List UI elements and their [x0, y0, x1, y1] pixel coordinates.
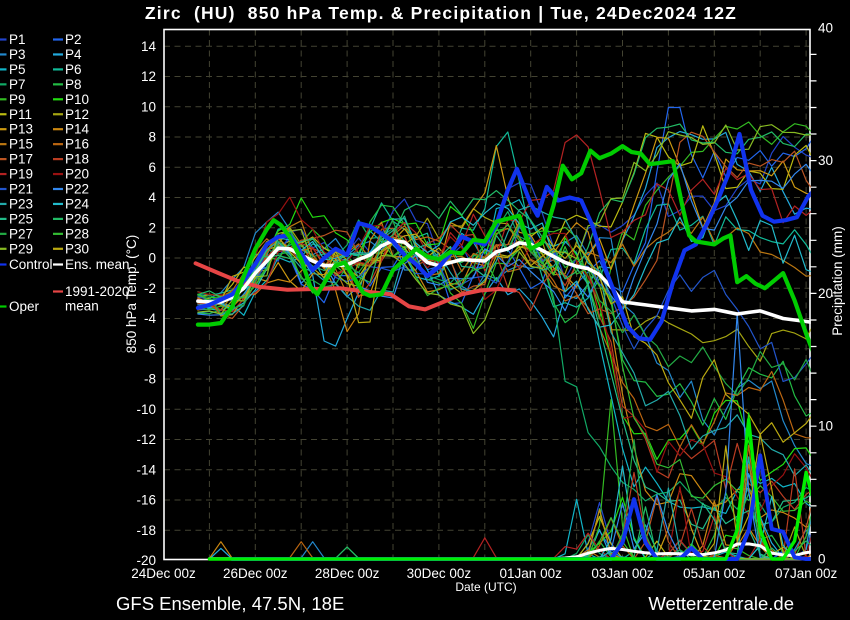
svg-text:P6: P6 [65, 62, 82, 77]
svg-text:30: 30 [818, 153, 833, 168]
svg-text:6: 6 [148, 160, 156, 175]
svg-text:P22: P22 [65, 182, 89, 197]
svg-text:40: 40 [818, 20, 833, 35]
svg-text:P29: P29 [9, 241, 33, 256]
svg-text:P2: P2 [65, 32, 82, 47]
svg-text:P14: P14 [65, 122, 90, 137]
svg-text:P30: P30 [65, 241, 89, 256]
svg-text:-20: -20 [136, 553, 156, 568]
svg-text:Ens. mean: Ens. mean [65, 257, 130, 272]
svg-text:P11: P11 [9, 107, 32, 122]
svg-text:26Dec 00z: 26Dec 00z [223, 566, 288, 581]
svg-text:850 hPa Temp. (°C): 850 hPa Temp. (°C) [124, 235, 139, 353]
svg-text:-10: -10 [136, 402, 156, 417]
svg-text:Oper: Oper [9, 299, 40, 314]
svg-text:20: 20 [818, 286, 833, 301]
svg-text:P27: P27 [9, 226, 33, 241]
svg-text:mean: mean [65, 299, 99, 314]
svg-text:P7: P7 [9, 77, 26, 92]
svg-text:P10: P10 [65, 92, 89, 107]
svg-text:Wetterzentrale.de: Wetterzentrale.de [648, 593, 794, 614]
svg-text:P26: P26 [65, 211, 89, 226]
svg-text:28Dec 00z: 28Dec 00z [315, 566, 380, 581]
svg-text:P24: P24 [65, 196, 90, 211]
svg-text:P17: P17 [9, 152, 33, 167]
svg-text:-6: -6 [144, 341, 156, 356]
svg-text:0: 0 [148, 251, 156, 266]
svg-text:-2: -2 [144, 281, 156, 296]
svg-text:GFS Ensemble, 47.5N, 18E: GFS Ensemble, 47.5N, 18E [116, 593, 344, 614]
svg-text:P5: P5 [9, 62, 26, 77]
svg-text:07Jan 00z: 07Jan 00z [775, 566, 838, 581]
svg-text:P12: P12 [65, 107, 89, 122]
svg-text:P23: P23 [9, 196, 33, 211]
svg-text:30Dec 00z: 30Dec 00z [407, 566, 472, 581]
svg-text:10: 10 [818, 419, 833, 434]
svg-text:P15: P15 [9, 137, 33, 152]
svg-text:P1: P1 [9, 32, 26, 47]
svg-text:P20: P20 [65, 167, 89, 182]
svg-text:03Jan 00z: 03Jan 00z [591, 566, 654, 581]
svg-text:P8: P8 [65, 77, 82, 92]
svg-text:P25: P25 [9, 211, 33, 226]
svg-text:8: 8 [148, 130, 156, 145]
svg-text:01Jan 00z: 01Jan 00z [500, 566, 563, 581]
svg-text:-18: -18 [136, 523, 156, 538]
svg-text:-14: -14 [136, 462, 156, 477]
svg-text:P28: P28 [65, 226, 89, 241]
svg-text:P3: P3 [9, 47, 26, 62]
svg-text:Date (UTC): Date (UTC) [455, 580, 516, 594]
svg-text:0: 0 [818, 552, 826, 567]
svg-text:-4: -4 [144, 311, 156, 326]
svg-text:P19: P19 [9, 167, 33, 182]
svg-text:Zirc (HU) 850 hPa Temp. & Pr: Zirc (HU) 850 hPa Temp. & Precipitation … [145, 3, 737, 23]
svg-text:2: 2 [148, 220, 156, 235]
svg-text:1991-2020: 1991-2020 [65, 284, 130, 299]
svg-text:-8: -8 [144, 372, 156, 387]
svg-text:P4: P4 [65, 47, 82, 62]
svg-text:P18: P18 [65, 152, 89, 167]
svg-text:14: 14 [141, 39, 157, 54]
svg-text:24Dec 00z: 24Dec 00z [131, 566, 196, 581]
svg-text:P21: P21 [9, 182, 33, 197]
svg-text:P13: P13 [9, 122, 33, 137]
svg-text:10: 10 [141, 99, 156, 114]
svg-text:4: 4 [148, 190, 156, 205]
svg-text:Precipitation (mm): Precipitation (mm) [830, 226, 845, 336]
svg-text:-12: -12 [136, 432, 156, 447]
svg-text:Control: Control [9, 257, 53, 272]
svg-text:P9: P9 [9, 92, 26, 107]
svg-text:05Jan 00z: 05Jan 00z [683, 566, 746, 581]
svg-text:12: 12 [141, 69, 156, 84]
svg-text:-16: -16 [136, 493, 156, 508]
svg-text:P16: P16 [65, 137, 89, 152]
